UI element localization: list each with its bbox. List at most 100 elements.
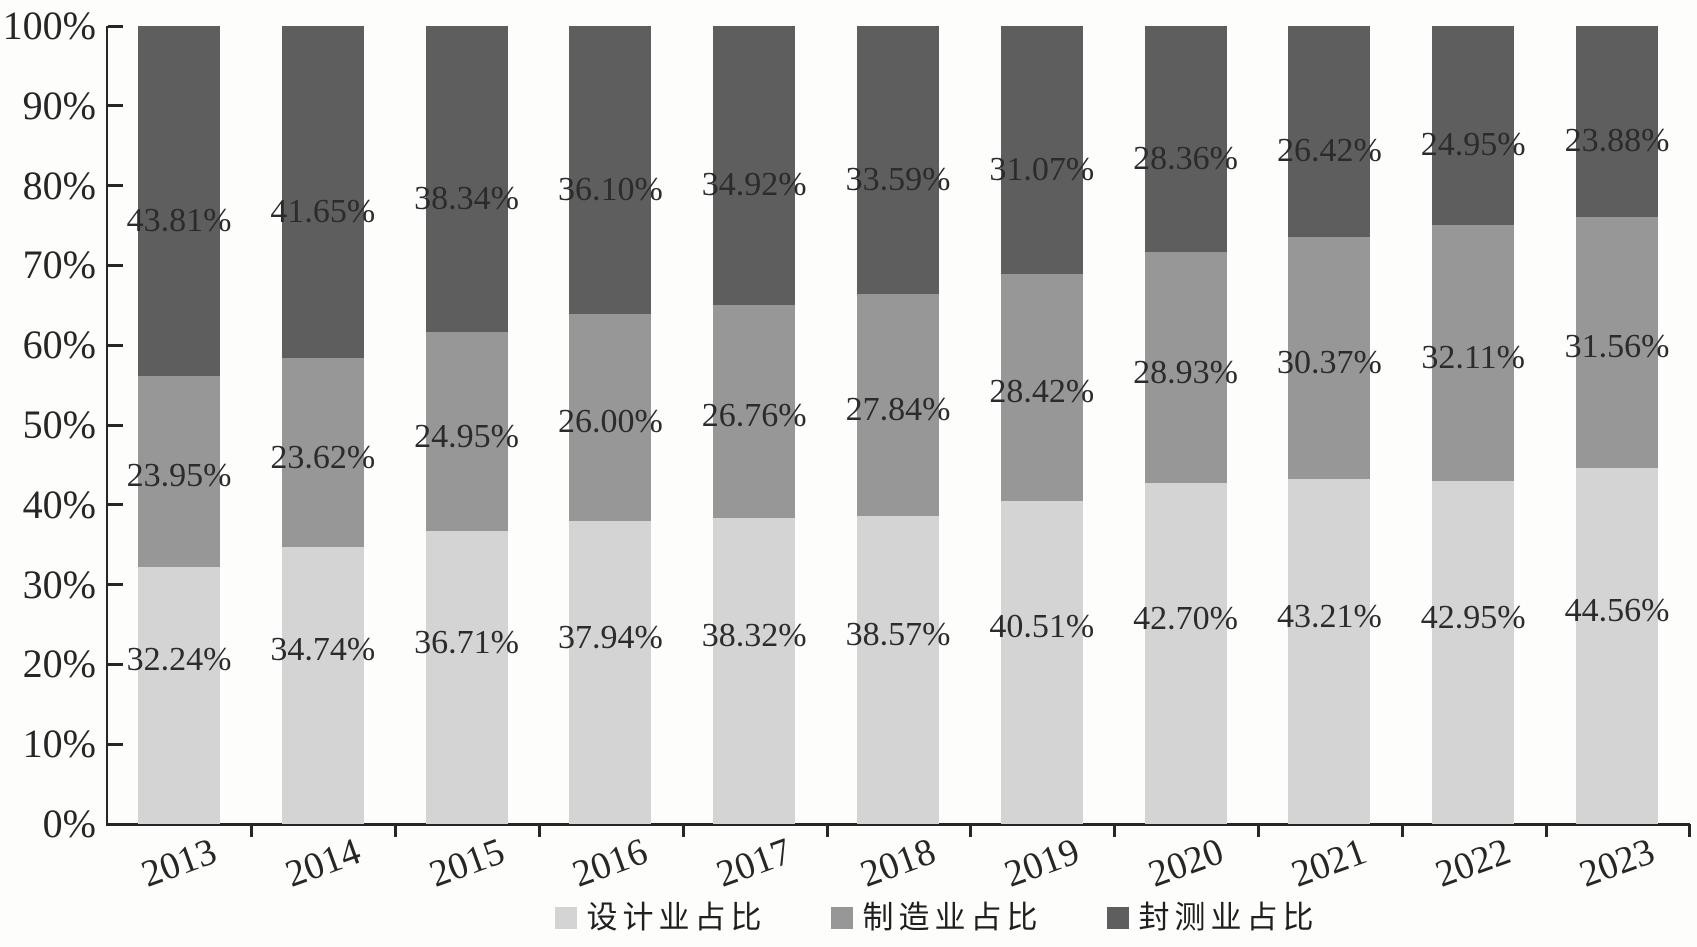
bar-segment-设计业占比-2022: [1432, 481, 1515, 824]
data-label-设计业占比-2018: 38.57%: [845, 616, 951, 654]
bar-segment-封测业占比-2017: [713, 26, 796, 305]
data-label-封测业占比-2021: 26.42%: [1276, 132, 1382, 170]
bar-segment-设计业占比-2019: [1000, 500, 1083, 824]
bar-segment-封测业占比-2021: [1288, 26, 1371, 237]
data-label-制造业占比-2019: 28.42%: [989, 373, 1095, 411]
y-tick-label: 10%: [22, 721, 96, 767]
bar-segment-封测业占比-2019: [1000, 26, 1083, 274]
y-tick-label: 80%: [22, 162, 96, 208]
bar-segment-设计业占比-2017: [713, 518, 796, 824]
bar-segment-封测业占比-2013: [138, 26, 220, 376]
bar-segment-设计业占比-2018: [857, 516, 939, 824]
y-tick-mark: [108, 423, 123, 427]
data-label-封测业占比-2016: 36.10%: [557, 170, 663, 208]
bar-segment-封测业占比-2023: [1576, 26, 1658, 217]
legend-swatch-icon: [554, 907, 577, 929]
y-tick-mark: [108, 503, 123, 507]
data-label-设计业占比-2022: 42.95%: [1420, 598, 1526, 636]
bar-segment-制造业占比-2014: [281, 358, 364, 547]
legend-swatch-icon: [1106, 907, 1129, 929]
data-label-封测业占比-2017: 34.92%: [701, 166, 807, 204]
y-tick-mark: [108, 583, 123, 587]
legend-item-设计业占比: 设计业占比: [554, 898, 767, 938]
bar-segment-制造业占比-2013: [138, 375, 220, 567]
data-label-封测业占比-2018: 33.59%: [845, 161, 951, 199]
x-tick-mark: [825, 824, 829, 837]
y-tick-mark: [108, 742, 123, 746]
bar-segment-设计业占比-2023: [1576, 468, 1658, 824]
x-category-label-2014: 2014: [279, 830, 366, 896]
bar-segment-设计业占比-2020: [1144, 483, 1227, 824]
bar-segment-设计业占比-2015: [425, 531, 508, 824]
bar-segment-制造业占比-2018: [857, 294, 939, 517]
y-tick-mark: [108, 104, 123, 108]
x-tick-mark: [1688, 824, 1692, 837]
legend-label: 封测业占比: [1138, 900, 1319, 935]
x-tick-mark: [394, 824, 398, 837]
chart-legend: 设计业占比 制造业占比 封测业占比: [88, 898, 1697, 938]
y-tick-label: 90%: [22, 82, 96, 128]
bar-segment-制造业占比-2015: [425, 331, 508, 532]
data-label-设计业占比-2020: 42.70%: [1133, 599, 1239, 637]
x-category-label-2021: 2021: [1286, 830, 1373, 896]
bar-segment-封测业占比-2015: [425, 26, 508, 332]
y-tick-label: 60%: [22, 322, 96, 368]
data-label-设计业占比-2017: 38.32%: [701, 617, 807, 655]
data-label-封测业占比-2014: 41.65%: [270, 193, 376, 231]
data-label-制造业占比-2017: 26.76%: [701, 397, 807, 435]
data-label-设计业占比-2014: 34.74%: [270, 631, 376, 669]
x-category-label-2016: 2016: [567, 830, 654, 896]
bar-segment-制造业占比-2020: [1144, 252, 1227, 484]
bar-segment-设计业占比-2014: [281, 546, 364, 824]
x-tick-mark: [681, 824, 685, 837]
bar-segment-制造业占比-2019: [1000, 273, 1083, 501]
y-tick-label: 0%: [42, 801, 96, 846]
data-label-制造业占比-2023: 31.56%: [1564, 328, 1670, 366]
x-tick-mark: [537, 824, 541, 837]
bar-segment-设计业占比-2013: [138, 566, 220, 824]
x-category-label-2019: 2019: [998, 830, 1085, 896]
y-tick-label: 40%: [22, 481, 96, 527]
y-tick-mark: [108, 24, 123, 28]
bar-segment-封测业占比-2018: [857, 26, 939, 295]
x-category-label-2023: 2023: [1574, 830, 1660, 896]
x-tick-mark: [1400, 824, 1404, 837]
legend-item-封测业占比: 封测业占比: [1106, 898, 1319, 938]
data-label-制造业占比-2020: 28.93%: [1133, 353, 1239, 391]
y-tick-mark: [108, 263, 123, 267]
x-tick-mark: [250, 824, 254, 837]
y-tick-label: 100%: [2, 3, 96, 48]
bar-segment-制造业占比-2016: [569, 313, 652, 522]
x-axis-line: [106, 823, 1690, 826]
data-label-封测业占比-2019: 31.07%: [989, 150, 1095, 188]
data-label-制造业占比-2013: 23.95%: [126, 457, 232, 495]
bar-segment-制造业占比-2022: [1432, 225, 1515, 482]
bar-segment-封测业占比-2020: [1144, 26, 1227, 253]
x-tick-mark: [1256, 824, 1260, 837]
data-label-制造业占比-2022: 32.11%: [1421, 339, 1525, 377]
x-tick-mark: [969, 824, 973, 837]
x-category-label-2022: 2022: [1430, 830, 1517, 896]
bar-segment-制造业占比-2021: [1288, 236, 1371, 480]
bar-segment-设计业占比-2021: [1288, 479, 1371, 824]
y-tick-label: 70%: [22, 242, 96, 288]
y-tick-mark: [108, 343, 123, 347]
bar-segment-封测业占比-2014: [281, 25, 364, 359]
data-label-制造业占比-2018: 27.84%: [845, 391, 951, 429]
x-tick-mark: [1544, 824, 1548, 837]
data-label-设计业占比-2015: 36.71%: [414, 623, 520, 661]
data-label-封测业占比-2023: 23.88%: [1564, 122, 1670, 160]
data-label-封测业占比-2013: 43.81%: [126, 201, 232, 239]
data-label-制造业占比-2014: 23.62%: [270, 438, 376, 476]
bar-segment-制造业占比-2023: [1576, 216, 1658, 469]
bar-segment-封测业占比-2016: [569, 25, 652, 314]
y-tick-label: 50%: [22, 402, 96, 447]
bar-segment-封测业占比-2022: [1432, 25, 1515, 225]
data-label-制造业占比-2015: 24.95%: [414, 417, 520, 455]
data-label-封测业占比-2020: 28.36%: [1133, 140, 1239, 178]
x-category-label-2018: 2018: [855, 830, 941, 896]
legend-label: 设计业占比: [586, 900, 767, 935]
data-label-设计业占比-2013: 32.24%: [126, 641, 232, 679]
legend-item-制造业占比: 制造业占比: [830, 898, 1043, 938]
data-label-封测业占比-2015: 38.34%: [414, 179, 520, 217]
